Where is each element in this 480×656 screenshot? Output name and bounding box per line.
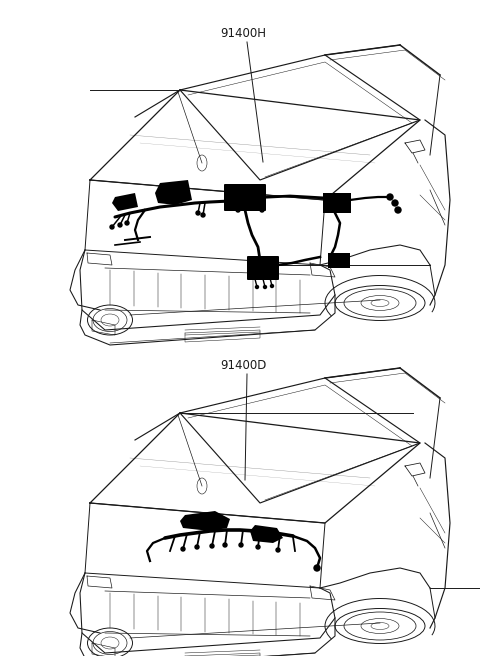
Text: 91400D: 91400D <box>220 359 266 372</box>
Polygon shape <box>250 525 283 543</box>
Circle shape <box>125 221 129 225</box>
Circle shape <box>255 285 259 289</box>
Circle shape <box>236 208 240 212</box>
Circle shape <box>260 208 264 212</box>
Circle shape <box>395 207 401 213</box>
Circle shape <box>223 543 227 547</box>
Circle shape <box>392 200 398 206</box>
Circle shape <box>118 223 122 227</box>
Circle shape <box>110 225 114 229</box>
Polygon shape <box>180 511 230 531</box>
Circle shape <box>387 194 393 200</box>
Circle shape <box>256 545 260 549</box>
Polygon shape <box>155 180 192 205</box>
Bar <box>323 193 351 213</box>
Circle shape <box>314 565 320 571</box>
Bar <box>328 253 350 268</box>
Circle shape <box>276 548 280 552</box>
Circle shape <box>181 547 185 551</box>
Circle shape <box>264 285 266 289</box>
Circle shape <box>271 285 274 287</box>
Text: 91400H: 91400H <box>220 27 266 40</box>
Circle shape <box>210 544 214 548</box>
Polygon shape <box>112 193 138 211</box>
FancyBboxPatch shape <box>224 184 266 211</box>
Circle shape <box>239 543 243 547</box>
FancyBboxPatch shape <box>247 256 279 280</box>
Circle shape <box>195 545 199 549</box>
Circle shape <box>196 211 200 215</box>
Circle shape <box>201 213 205 217</box>
